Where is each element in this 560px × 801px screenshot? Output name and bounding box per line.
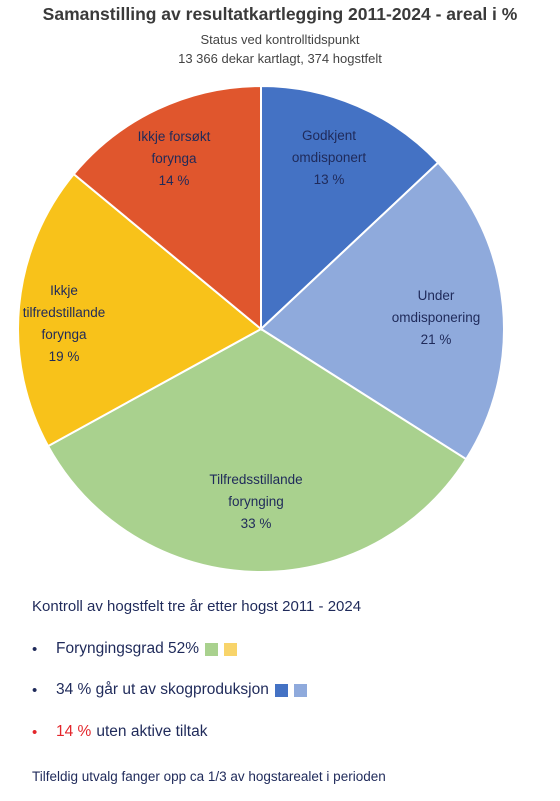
pie-slice-4 — [72, 84, 262, 332]
summary-row-text: 34 % går ut av skogproduksjon — [56, 681, 269, 698]
pie-slice-3 — [17, 172, 263, 448]
bullet-icon: • — [32, 640, 38, 658]
pie-slice-0 — [260, 84, 440, 332]
pie-slice-label-1: Under omdisponering 21 % — [392, 288, 481, 347]
legend-swatch-green — [205, 642, 219, 656]
legend-swatch-yellow — [224, 642, 238, 656]
summary-heading: Kontroll av hogstfelt tre år etter hogst… — [32, 598, 362, 615]
summary-row-highlight: 14 % — [56, 723, 92, 740]
pie-chart: Godkjent omdisponert 13 % Under omdisponerin… — [17, 84, 505, 573]
bullet-icon-red: • — [32, 723, 38, 741]
chart-title: Samanstilling av resultatkartlegging 201… — [42, 4, 518, 24]
chart-subtitle-status: Status ved kontrolltidspunkt — [200, 32, 360, 47]
pie-slice-label-3: Ikkje tilfredstillande forynga 19 % — [23, 283, 106, 364]
bullet-icon: • — [32, 681, 38, 699]
summary-row-regeneration: • Foryngingsgrad 52% — [32, 640, 238, 658]
legend-swatch-light-blue — [293, 683, 307, 697]
summary-row-out-of-production: • 34 % går ut av skogproduksjon — [32, 681, 307, 699]
footnote: Tilfeldig utvalg fanger opp ca 1/3 av ho… — [32, 769, 386, 784]
pie-slice-label-2: Tilfredsstillande forynging 33 % — [209, 472, 302, 531]
pie-slice-2 — [46, 327, 468, 573]
chart-subtitle-summary: 13 366 dekar kartlagt, 374 hogstfelt — [178, 51, 382, 66]
pie-slice-label-4: Ikkje forsøkt forynga 14 % — [138, 129, 211, 188]
summary-row-text: Foryngingsgrad 52% — [56, 640, 200, 657]
pie-slice-1 — [259, 161, 505, 461]
legend-swatch-dark-blue — [274, 683, 288, 697]
summary-row-text: uten aktive tiltak — [96, 723, 208, 740]
summary-row-no-action: • 14 % uten aktive tiltak — [32, 723, 208, 741]
pie-slice-label-0: Godkjent omdisponert 13 % — [292, 128, 367, 187]
